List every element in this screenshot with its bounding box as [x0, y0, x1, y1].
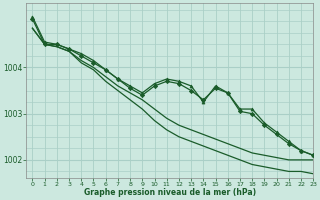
X-axis label: Graphe pression niveau de la mer (hPa): Graphe pression niveau de la mer (hPa)	[84, 188, 256, 197]
